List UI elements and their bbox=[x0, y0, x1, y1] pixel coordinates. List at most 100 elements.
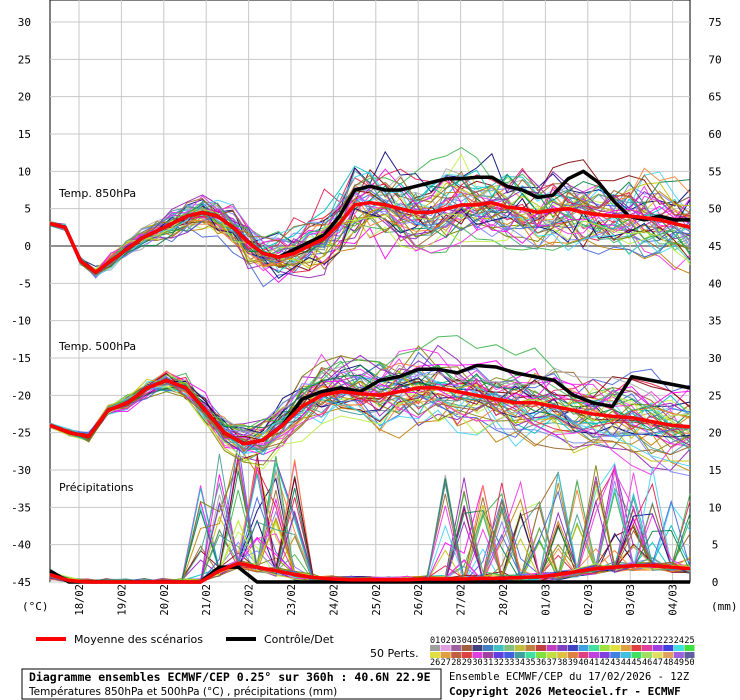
left-tick-label: 30 bbox=[18, 16, 31, 29]
perts-swatch-grid: 01 02 03 04 05 06 07 08 09 10 11 12 13 14 15 16 17 18 19 20… bbox=[430, 636, 695, 668]
pert-number: 46 bbox=[642, 658, 652, 668]
left-axis-ticks: 30 25 20 15 10 5 0 -5 -10 -15 -20 -25 -30 -35 -40 -45 bbox=[11, 16, 31, 589]
pert-swatch bbox=[557, 652, 568, 658]
pert-swatch bbox=[567, 652, 578, 658]
pert-swatch bbox=[610, 652, 621, 658]
pert-swatch bbox=[599, 645, 610, 651]
left-tick-label: -40 bbox=[11, 539, 31, 552]
pert-number: 24 bbox=[674, 636, 684, 646]
pert-number: 40 bbox=[578, 658, 588, 668]
pert-swatch bbox=[514, 645, 525, 651]
pert-number: 09 bbox=[515, 636, 525, 646]
pert-swatch bbox=[483, 652, 494, 658]
ensemble-member-t850 bbox=[49, 167, 691, 274]
right-tick-label: 45 bbox=[708, 240, 721, 253]
pert-number: 38 bbox=[557, 658, 567, 668]
pert-number: 32 bbox=[494, 658, 504, 668]
pert-swatch bbox=[536, 645, 547, 651]
pert-swatch bbox=[472, 645, 483, 651]
pert-number: 35 bbox=[525, 658, 535, 668]
x-tick-label: 22/02 bbox=[244, 584, 256, 616]
x-tick-label: 02/03 bbox=[583, 584, 595, 616]
pert-number: 07 bbox=[494, 636, 504, 646]
right-axis-unit: (mm) bbox=[711, 600, 738, 613]
pert-swatch bbox=[652, 652, 663, 658]
legend-perts-label: 50 Perts. bbox=[370, 647, 419, 660]
pert-swatch bbox=[578, 652, 589, 658]
pert-swatch bbox=[620, 645, 631, 651]
pert-number: 03 bbox=[451, 636, 461, 646]
pert-swatch bbox=[557, 645, 568, 651]
x-tick-label: 26/02 bbox=[413, 584, 425, 616]
pert-number: 22 bbox=[653, 636, 663, 646]
right-tick-label: 40 bbox=[708, 277, 721, 290]
legend-mean-label: Moyenne des scénarios bbox=[74, 633, 203, 646]
pert-number: 04 bbox=[462, 636, 472, 646]
x-tick-label: 27/02 bbox=[456, 584, 468, 616]
pert-swatch bbox=[567, 645, 578, 651]
left-tick-label: 25 bbox=[18, 53, 31, 66]
right-tick-label: 5 bbox=[712, 539, 719, 552]
right-tick-label: 50 bbox=[708, 203, 721, 216]
ensemble-member-t500 bbox=[49, 373, 691, 442]
right-tick-label: 70 bbox=[708, 53, 721, 66]
ensemble-member-t850 bbox=[49, 196, 691, 271]
pert-number: 39 bbox=[568, 658, 578, 668]
right-tick-label: 30 bbox=[708, 352, 721, 365]
main-series bbox=[49, 169, 691, 584]
pert-number: 10 bbox=[525, 636, 535, 646]
left-tick-label: -30 bbox=[11, 464, 31, 477]
pert-swatch bbox=[652, 645, 663, 651]
pert-number: 05 bbox=[472, 636, 482, 646]
pert-number: 21 bbox=[642, 636, 652, 646]
pert-swatch bbox=[514, 652, 525, 658]
left-axis-unit: (°C) bbox=[22, 600, 49, 613]
pert-number: 45 bbox=[631, 658, 641, 668]
pert-number: 41 bbox=[589, 658, 599, 668]
right-tick-label: 10 bbox=[708, 501, 721, 514]
mean-line-t500 bbox=[49, 378, 691, 446]
right-tick-label: 0 bbox=[712, 576, 719, 589]
pert-number: 15 bbox=[578, 636, 588, 646]
pert-number: 18 bbox=[610, 636, 620, 646]
panel-label-t850: Temp. 850hPa bbox=[58, 187, 136, 200]
x-tick-label: 18/02 bbox=[74, 584, 86, 616]
pert-number: 28 bbox=[451, 658, 461, 668]
pert-swatch bbox=[472, 652, 483, 658]
x-tick-label: 23/02 bbox=[286, 584, 298, 616]
pert-number: 11 bbox=[536, 636, 546, 646]
footer-run: Ensemble ECMWF/CEP du 17/02/2026 - 12Z bbox=[449, 671, 689, 683]
pert-number: 36 bbox=[536, 658, 546, 668]
pert-number: 50 bbox=[684, 658, 694, 668]
mean-line-t850 bbox=[49, 200, 691, 274]
left-tick-label: 15 bbox=[18, 128, 31, 141]
pert-swatch bbox=[461, 652, 472, 658]
pert-swatch bbox=[673, 645, 684, 651]
pert-number: 19 bbox=[621, 636, 631, 646]
pert-swatch bbox=[483, 645, 494, 651]
right-tick-label: 15 bbox=[708, 464, 721, 477]
right-tick-label: 25 bbox=[708, 389, 721, 402]
legend-control-label: Contrôle/Det bbox=[264, 633, 334, 646]
pert-number: 16 bbox=[589, 636, 599, 646]
pert-number: 31 bbox=[483, 658, 493, 668]
pert-swatch bbox=[599, 652, 610, 658]
pert-number: 34 bbox=[515, 658, 525, 668]
pert-number: 26 bbox=[430, 658, 440, 668]
pert-swatch bbox=[631, 652, 642, 658]
pert-swatch bbox=[493, 645, 504, 651]
pert-swatch bbox=[440, 652, 451, 658]
pert-number: 25 bbox=[684, 636, 694, 646]
pert-swatch bbox=[642, 652, 653, 658]
left-tick-label: -25 bbox=[11, 427, 31, 440]
pert-swatch bbox=[536, 652, 547, 658]
pert-swatch bbox=[673, 652, 684, 658]
pert-number: 44 bbox=[621, 658, 631, 668]
footer-subtitle: Températures 850hPa et 500hPa (°C) , pré… bbox=[28, 686, 337, 698]
left-tick-label: -20 bbox=[11, 389, 31, 402]
pert-swatch bbox=[589, 645, 600, 651]
pert-swatch bbox=[504, 645, 515, 651]
grid bbox=[49, 0, 691, 583]
pert-number: 49 bbox=[674, 658, 684, 668]
right-tick-label: 35 bbox=[708, 315, 721, 328]
